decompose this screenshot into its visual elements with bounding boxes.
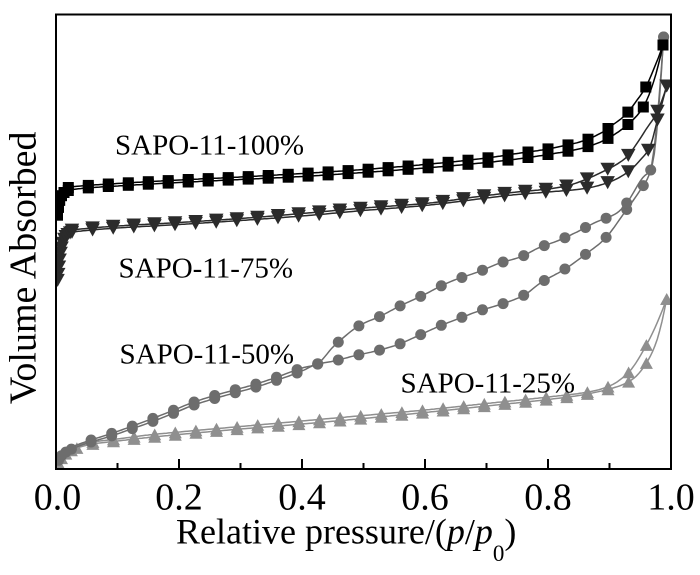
svg-text:Volume Absorbed: Volume Absorbed (3, 131, 45, 404)
svg-text:0.8: 0.8 (524, 477, 572, 519)
svg-text:SAPO-11-100%: SAPO-11-100% (115, 130, 304, 162)
svg-text:0.0: 0.0 (34, 477, 82, 519)
svg-text:0.6: 0.6 (401, 477, 449, 519)
svg-text:0.2: 0.2 (155, 477, 203, 519)
svg-text:0.4: 0.4 (278, 477, 326, 519)
svg-text:SAPO-11-25%: SAPO-11-25% (401, 368, 576, 400)
svg-text:SAPO-11-75%: SAPO-11-75% (119, 253, 294, 285)
svg-text:SAPO-11-50%: SAPO-11-50% (120, 339, 295, 371)
svg-text:1.0: 1.0 (647, 477, 695, 519)
